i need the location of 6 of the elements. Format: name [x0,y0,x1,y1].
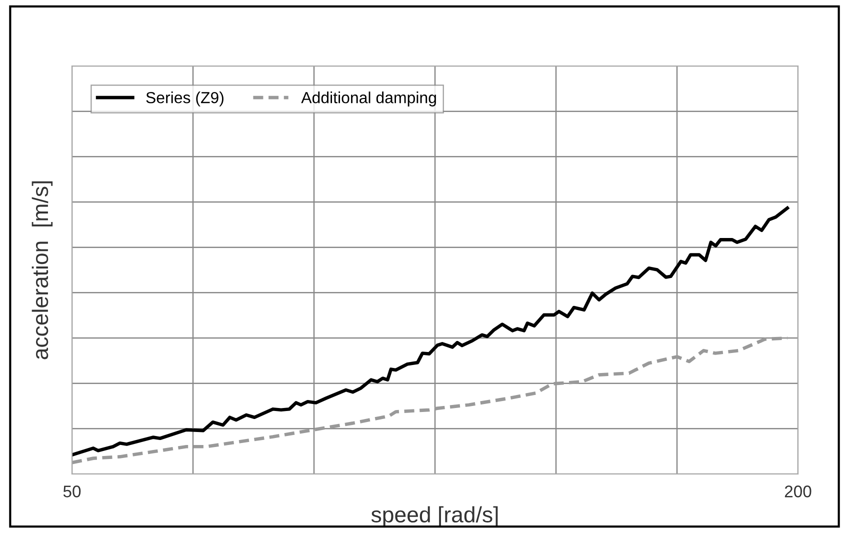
x-tick-label: 50 [63,486,81,498]
x-tick-label: 200 [784,486,812,498]
legend-label: Series (Z9) [146,92,224,106]
x-axis-title: speed [rad/s] [371,506,498,527]
legend-label: Additional damping [301,92,436,106]
y-axis-title: acceleration [m/s] [32,181,53,360]
